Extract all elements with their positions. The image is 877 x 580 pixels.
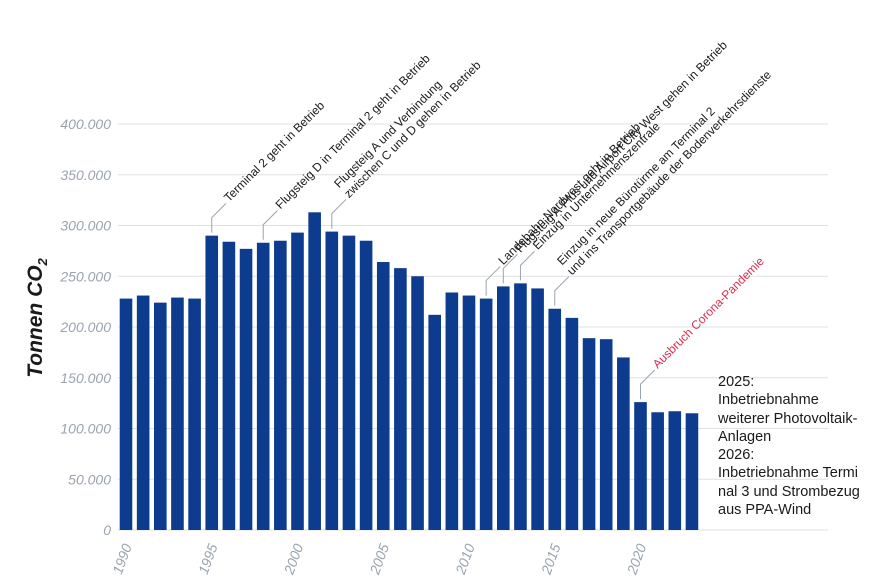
bar-2011 bbox=[479, 298, 493, 530]
y-tick-label: 300.000 bbox=[60, 218, 111, 234]
bar-1994 bbox=[188, 298, 201, 530]
bar-2017 bbox=[582, 338, 596, 530]
annotation-leader bbox=[519, 250, 535, 281]
note-line: nal 3 und Strombezug bbox=[718, 483, 860, 500]
bar-2008 bbox=[428, 314, 441, 530]
annotation-leader bbox=[502, 253, 518, 284]
bar-2014 bbox=[531, 288, 544, 530]
bar-2013 bbox=[514, 283, 527, 530]
y-axis-label: Tonnen CO2 bbox=[24, 257, 50, 377]
y-axis-ticks: 0 50.000 100.000 150.000 200.000 250.000 300.0… bbox=[59, 116, 111, 538]
x-tick-label: 2010 bbox=[452, 541, 478, 577]
bar-2022 bbox=[668, 411, 682, 530]
y-tick-label: 50.000 bbox=[68, 471, 111, 487]
x-tick-label: 2020 bbox=[623, 541, 649, 577]
y-tick-label: 0 bbox=[103, 522, 111, 538]
bar-2019 bbox=[617, 357, 630, 530]
bar-2016 bbox=[565, 317, 579, 530]
bar-1990 bbox=[119, 298, 133, 530]
x-tick-label: 1990 bbox=[109, 541, 135, 576]
y-tick-label: 400.000 bbox=[60, 116, 111, 132]
y-tick-label: 100.000 bbox=[60, 421, 111, 437]
future-measures-note: 2025: Inbetriebnahme weiterer Photovolta… bbox=[718, 373, 877, 519]
note-line: 2025: bbox=[718, 374, 755, 390]
bar-1991 bbox=[136, 295, 150, 530]
annotation-leader bbox=[262, 210, 278, 240]
note-line: Inbetriebnahme Termi bbox=[718, 465, 858, 482]
bar-2010 bbox=[462, 295, 476, 530]
bar-2023 bbox=[685, 413, 699, 530]
x-tick-label: 1995 bbox=[195, 541, 221, 576]
note-line: weiterer Photovoltaik- bbox=[718, 410, 858, 427]
bar-1995 bbox=[205, 235, 219, 530]
bar-2015 bbox=[548, 308, 562, 530]
annotation-leader bbox=[331, 199, 347, 229]
x-tick-label: 2000 bbox=[280, 541, 306, 577]
annotation-leader bbox=[640, 369, 655, 400]
bar-2000 bbox=[291, 232, 304, 531]
annotation-label: Ausbruch Corona-Pandemie bbox=[650, 254, 767, 371]
y-tick-label: 250.000 bbox=[59, 268, 111, 284]
bar-1993 bbox=[171, 297, 184, 530]
bar-2021 bbox=[651, 412, 664, 530]
bar-1992 bbox=[154, 302, 167, 530]
bar-2018 bbox=[599, 339, 613, 530]
note-line: 2026: bbox=[718, 447, 755, 464]
annotation-leader bbox=[211, 203, 227, 233]
y-tick-label: 350.000 bbox=[60, 167, 111, 183]
y-tick-label: 150.000 bbox=[60, 370, 111, 386]
y-tick-label: 200.000 bbox=[59, 319, 111, 335]
annotation-leader bbox=[554, 276, 570, 306]
bar-2002 bbox=[325, 231, 339, 530]
note-line: aus PPA-Wind bbox=[718, 502, 812, 519]
bar-1999 bbox=[274, 240, 287, 530]
bar-1996 bbox=[222, 241, 236, 531]
bar-1998 bbox=[256, 242, 270, 530]
annotation-label: Terminal 2 geht in Betrieb bbox=[221, 98, 327, 204]
bar-1997 bbox=[239, 248, 253, 530]
bar-2006 bbox=[394, 268, 407, 530]
bar-2005 bbox=[376, 262, 390, 530]
bar-2020 bbox=[634, 402, 647, 530]
bar-2003 bbox=[342, 235, 356, 530]
bar-2007 bbox=[411, 276, 424, 530]
bar-2004 bbox=[359, 240, 373, 530]
note-line: Anlagen bbox=[718, 428, 772, 445]
x-tick-label: 2005 bbox=[366, 541, 392, 577]
x-axis-ticks: 1990 1995 2000 2005 2010 2015 2020 bbox=[109, 541, 649, 577]
note-line: Inbetriebnahme bbox=[718, 392, 819, 409]
bar-2012 bbox=[497, 286, 510, 530]
bar-2009 bbox=[445, 292, 459, 530]
bars bbox=[119, 212, 699, 531]
bar-2001 bbox=[308, 212, 321, 530]
annotation-leader bbox=[485, 266, 501, 296]
x-tick-label: 2015 bbox=[538, 541, 564, 577]
